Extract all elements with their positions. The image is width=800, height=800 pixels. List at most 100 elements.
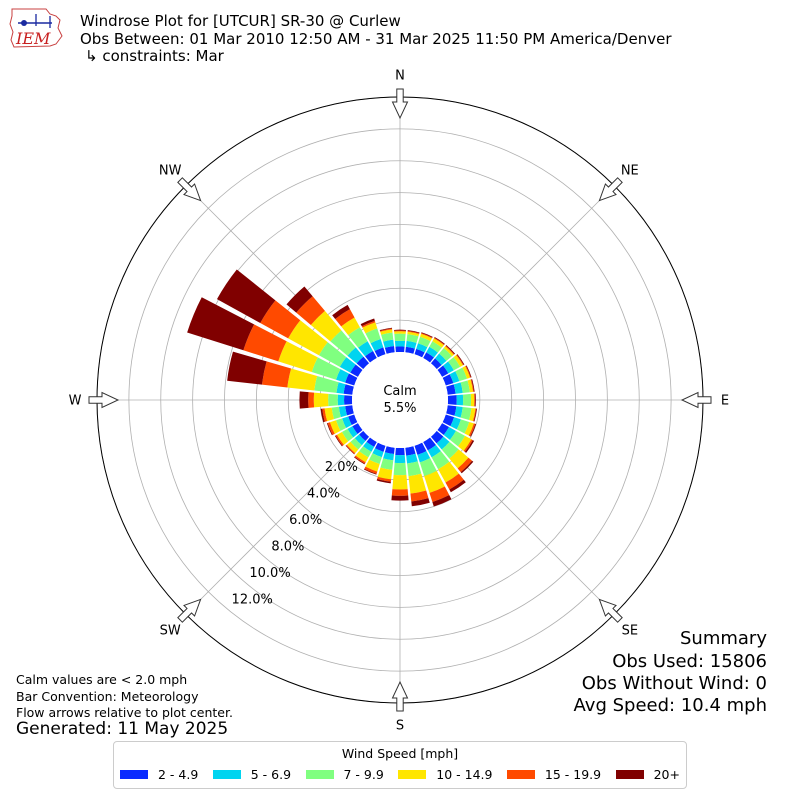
- calm-label: Calm: [383, 384, 416, 399]
- windrose-bar-segment: [432, 338, 444, 348]
- polar-labels: NNEESESSWWNW0.0%2.0%4.0%6.0%8.0%10.0%12.…: [69, 69, 730, 734]
- windrose-bar-segment: [365, 350, 377, 363]
- windrose-bar-segment: [344, 395, 353, 405]
- windrose-bar-segment: [395, 346, 405, 353]
- windrose-bar-segment: [437, 365, 449, 377]
- windrose-bar-segment: [423, 352, 434, 363]
- windrose-bar-segment: [460, 380, 470, 394]
- legend-entry: 5 - 6.9: [212, 767, 291, 782]
- calm-center: Calm 5.5%: [352, 352, 448, 448]
- windrose-bar-segment: [454, 406, 463, 418]
- radial-tick-label: 12.0%: [232, 592, 273, 607]
- windrose-bar-segment: [339, 357, 356, 373]
- windrose-bar-segment: [360, 318, 375, 327]
- windrose-bar-segment: [445, 473, 464, 490]
- windrose-bar-segment: [369, 453, 382, 464]
- summary-obs-without-wind: Obs Without Wind: 0: [581, 673, 767, 694]
- windrose-bar-segment: [441, 441, 459, 459]
- windrose-bar-segment: [433, 337, 445, 346]
- windrose-bar-segment: [372, 448, 384, 458]
- windrose-bar-segment: [379, 328, 393, 332]
- windrose-bar-segment: [334, 435, 343, 447]
- windrose-bar-segment: [365, 328, 381, 344]
- windrose-bar-segment: [380, 329, 393, 335]
- windrose-bar-segment: [381, 332, 394, 342]
- windrose-bar-segment: [424, 470, 445, 493]
- windrose-bar-segment: [335, 309, 355, 327]
- direction-label: SW: [160, 623, 181, 638]
- calm-value: 5.5%: [383, 401, 416, 416]
- windrose-bar-segment: [320, 408, 325, 423]
- windrose-bar-segment: [324, 407, 334, 422]
- windrose-bar-segment: [464, 440, 475, 453]
- windrose-bar-segment: [313, 392, 329, 408]
- windrose-bar-segment: [383, 452, 394, 461]
- windrose-bar-segment: [374, 347, 386, 358]
- windrose-bar-segment: [406, 453, 418, 464]
- windrose-bar-segment: [288, 320, 328, 356]
- windrose-bar-segment: [374, 442, 386, 452]
- windrose-bar-segment: [435, 353, 447, 365]
- windrose-bar-segment: [394, 331, 406, 334]
- windrose-bar-segment: [392, 474, 408, 490]
- windrose-bar-segment: [393, 329, 407, 331]
- windrose-bar-segment: [465, 365, 471, 378]
- windrose-bar-segment: [355, 451, 369, 463]
- windrose-bar-segment: [449, 430, 466, 447]
- windrose-bar-segment: [446, 405, 457, 416]
- windrose-bar-segment: [439, 348, 452, 361]
- windrose-bar-segment: [416, 343, 428, 353]
- windrose-bar-segment: [342, 416, 352, 428]
- flow-arrow-icon: [177, 177, 202, 202]
- windrose-bar-segment: [329, 420, 341, 434]
- legend-swatch: [615, 770, 644, 779]
- windrose-bar-segment: [430, 358, 442, 370]
- windrose-bar-segment: [308, 392, 315, 408]
- summary-heading: Summary: [680, 628, 767, 649]
- direction-label: SE: [622, 623, 638, 638]
- windrose-bar-segment: [471, 379, 475, 392]
- windrose-bar-segment: [336, 418, 347, 431]
- legend-label: 20+: [653, 767, 680, 782]
- windrose-bar-segment: [456, 419, 470, 434]
- flow-arrow-icon: [680, 391, 712, 409]
- chart-subtitle: Obs Between: 01 Mar 2010 12:50 AM - 31 M…: [80, 30, 672, 48]
- chart-constraints: ↳ constraints: Mar: [85, 47, 224, 65]
- windrose-bar-segment: [453, 382, 463, 394]
- flow-arrows-note: Flow arrows relative to plot center.: [16, 705, 233, 720]
- windrose-bar-segment: [359, 430, 370, 441]
- windrose-bar-segment: [449, 371, 460, 384]
- windrose-bar-segment: [448, 357, 461, 371]
- windrose-bar-segment: [347, 347, 364, 364]
- generated-date: Generated: 11 May 2025: [16, 719, 229, 739]
- windrose-bar-segment: [445, 345, 455, 355]
- windrose-bar-segment: [462, 393, 472, 407]
- windrose-bar-segment: [407, 461, 422, 477]
- legend-label: 7 - 9.9: [343, 767, 384, 782]
- windrose-bar-segment: [427, 444, 441, 458]
- legend-swatch: [305, 770, 334, 779]
- windrose-bar-segment: [262, 361, 292, 388]
- windrose-bar-segment: [377, 476, 392, 482]
- windrose-bar-segment: [384, 446, 395, 455]
- windrose-bar-segment: [442, 374, 454, 386]
- radial-tick-label: 10.0%: [249, 566, 290, 581]
- windrose-bar-segment: [456, 354, 465, 365]
- windrose-bar-segment: [365, 459, 380, 472]
- windrose-bar-segment: [394, 333, 406, 342]
- windrose-bar-segment: [429, 341, 442, 353]
- windrose-bar-segment: [383, 339, 394, 348]
- windrose-bar-segment: [335, 434, 344, 446]
- windrose-bars: [187, 269, 478, 507]
- windrose-bar-segment: [456, 394, 464, 406]
- windrose-bar-segment: [460, 406, 472, 421]
- windrose-bar-segment: [362, 322, 378, 334]
- direction-label: NW: [159, 164, 182, 179]
- windrose-bar-segment: [394, 340, 406, 347]
- windrose-bar-segment: [407, 330, 420, 334]
- windrose-bar-segment: [358, 341, 373, 357]
- windrose-bar-segment: [318, 342, 347, 367]
- windrose-bar-segment: [472, 408, 477, 422]
- windrose-bar-segment: [311, 357, 341, 380]
- windrose-bar-segment: [393, 462, 407, 476]
